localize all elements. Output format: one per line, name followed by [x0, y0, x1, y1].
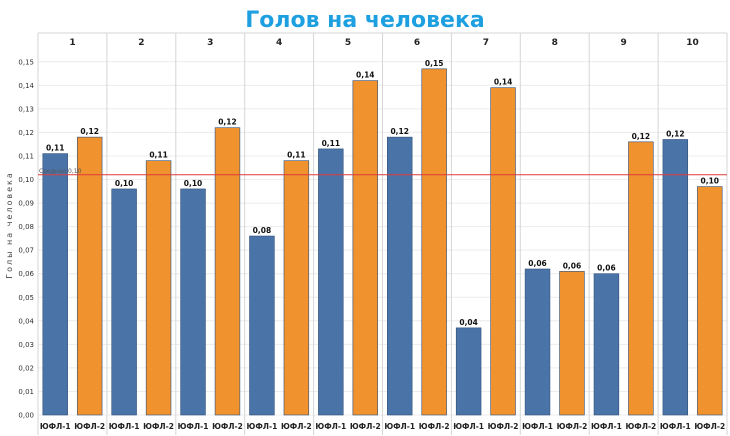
bar — [593, 273, 620, 416]
category-label: ЮФЛ-1 — [384, 422, 415, 431]
panel-header: 7 — [483, 38, 489, 48]
bar — [559, 271, 585, 416]
category-label: ЮФЛ-1 — [522, 422, 553, 431]
bar-value-label: 0,10 — [184, 179, 203, 188]
bars: 0,11 ЮФЛ-1 0,12 ЮФЛ-2 0,10 ЮФЛ-1 0,11 ЮФЛ-2 0,10… — [40, 59, 725, 431]
y-tick-label: 0,08 — [18, 223, 34, 231]
y-tick-label: 0,05 — [18, 294, 34, 302]
chart-title: Голов на человека — [245, 8, 485, 33]
category-label: ЮФЛ-2 — [212, 422, 243, 431]
category-label: ЮФЛ-2 — [350, 422, 381, 431]
bar — [214, 127, 241, 416]
panel-header: 9 — [621, 38, 627, 48]
y-tick-label: 0,11 — [18, 152, 34, 160]
category-label: ЮФЛ-2 — [74, 422, 105, 431]
category-label: ЮФЛ-1 — [591, 422, 622, 431]
category-label: ЮФЛ-2 — [143, 422, 174, 431]
bar — [387, 136, 413, 416]
category-label: ЮФЛ-1 — [178, 422, 209, 431]
panel-header: 1 — [69, 38, 75, 48]
bar-value-label: 0,12 — [666, 129, 685, 138]
y-tick-label: 0,06 — [18, 270, 34, 278]
bar — [697, 186, 723, 416]
y-tick-label: 0,07 — [18, 247, 34, 255]
y-tick-label: 0,02 — [18, 364, 34, 372]
bar — [180, 188, 206, 416]
y-tick-label: 0,14 — [18, 82, 34, 90]
reference-line-label: Среднее 0,10 — [39, 168, 82, 175]
y-ticks: 0,00 0,01 0,02 0,03 0,04 0,05 0,06 0,07 0,08 0,09… — [18, 58, 34, 419]
bar-value-label: 0,11 — [322, 139, 341, 148]
y-tick-label: 0,13 — [18, 105, 34, 113]
bar — [42, 153, 68, 416]
panels: 1 2 3 4 5 6 7 8 9 10 — [37, 32, 728, 435]
panel-header: 8 — [552, 38, 558, 48]
category-label: ЮФЛ-1 — [660, 422, 691, 431]
category-label: ЮФЛ-1 — [247, 422, 278, 431]
category-label: ЮФЛ-2 — [694, 422, 725, 431]
bar-value-label: 0,06 — [563, 261, 582, 270]
bar — [352, 80, 378, 416]
bar — [628, 141, 654, 416]
y-tick-label: 0,00 — [18, 412, 34, 420]
reference-line-group: Среднее 0,10 — [38, 168, 727, 176]
panel-header: 6 — [414, 38, 420, 48]
bar-value-label: 0,14 — [356, 71, 375, 80]
bar — [318, 148, 344, 416]
bar — [455, 327, 482, 416]
category-label: ЮФЛ-2 — [488, 422, 519, 431]
y-tick-label: 0,04 — [18, 317, 34, 325]
bar-value-label: 0,11 — [46, 144, 65, 153]
bar-value-label: 0,04 — [459, 318, 478, 327]
bar-value-label: 0,11 — [287, 151, 306, 160]
y-tick-label: 0,10 — [18, 176, 34, 184]
category-label: ЮФЛ-1 — [40, 422, 71, 431]
bar-value-label: 0,12 — [80, 127, 99, 136]
panel-header: 2 — [138, 38, 144, 48]
bar-value-label: 0,10 — [115, 179, 134, 188]
y-tick-label: 0,01 — [18, 388, 34, 396]
bar-value-label: 0,06 — [597, 264, 616, 273]
bar — [283, 160, 310, 416]
y-tick-label: 0,09 — [18, 200, 34, 208]
panel-header: 3 — [207, 38, 213, 48]
bar — [249, 235, 275, 416]
panel-header: 4 — [276, 38, 282, 48]
category-label: ЮФЛ-1 — [109, 422, 140, 431]
bar-value-label: 0,10 — [701, 177, 720, 186]
bar — [662, 139, 689, 416]
category-label: ЮФЛ-1 — [453, 422, 484, 431]
bar-value-label: 0,08 — [253, 226, 272, 235]
category-label: ЮФЛ-1 — [315, 422, 346, 431]
bar-value-label: 0,12 — [390, 127, 409, 136]
bar — [145, 160, 172, 416]
bar-value-label: 0,12 — [218, 118, 237, 127]
y-tick-label: 0,03 — [18, 341, 34, 349]
bar — [76, 136, 103, 416]
panel-header: 10 — [686, 38, 699, 48]
y-tick-label: 0,12 — [18, 129, 34, 137]
y-axis-label: Голы на человека — [5, 171, 14, 278]
bar — [111, 188, 137, 416]
bar-value-label: 0,14 — [494, 78, 513, 87]
bar-value-label: 0,12 — [632, 132, 651, 141]
category-label: ЮФЛ-2 — [557, 422, 588, 431]
category-label: ЮФЛ-2 — [419, 422, 450, 431]
bar — [490, 87, 516, 416]
bar-value-label: 0,06 — [528, 259, 547, 268]
bar — [421, 68, 447, 416]
bar — [524, 268, 551, 416]
bar-value-label: 0,11 — [149, 151, 168, 160]
bar-value-label: 0,15 — [425, 59, 444, 68]
panel-header: 5 — [345, 38, 351, 48]
y-tick-label: 0,15 — [18, 58, 34, 66]
category-label: ЮФЛ-2 — [281, 422, 312, 431]
category-label: ЮФЛ-2 — [625, 422, 656, 431]
